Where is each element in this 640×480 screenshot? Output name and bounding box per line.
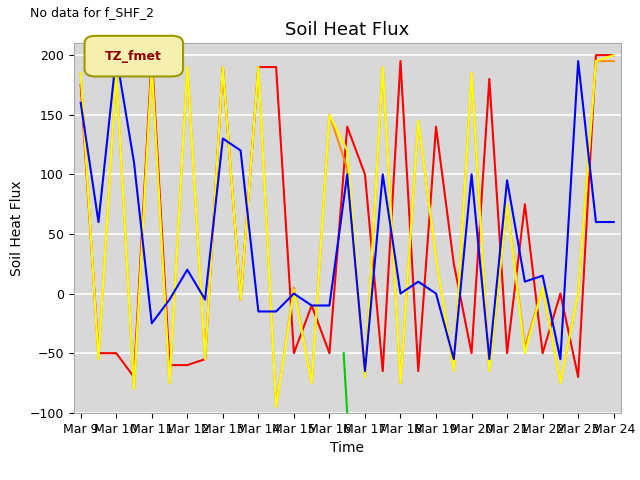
- Text: No data for f_SHF_2: No data for f_SHF_2: [30, 6, 154, 19]
- X-axis label: Time: Time: [330, 441, 364, 455]
- Y-axis label: Soil Heat Flux: Soil Heat Flux: [10, 180, 24, 276]
- Text: TZ_fmet: TZ_fmet: [106, 49, 162, 62]
- Title: Soil Heat Flux: Soil Heat Flux: [285, 21, 410, 39]
- FancyBboxPatch shape: [84, 36, 183, 76]
